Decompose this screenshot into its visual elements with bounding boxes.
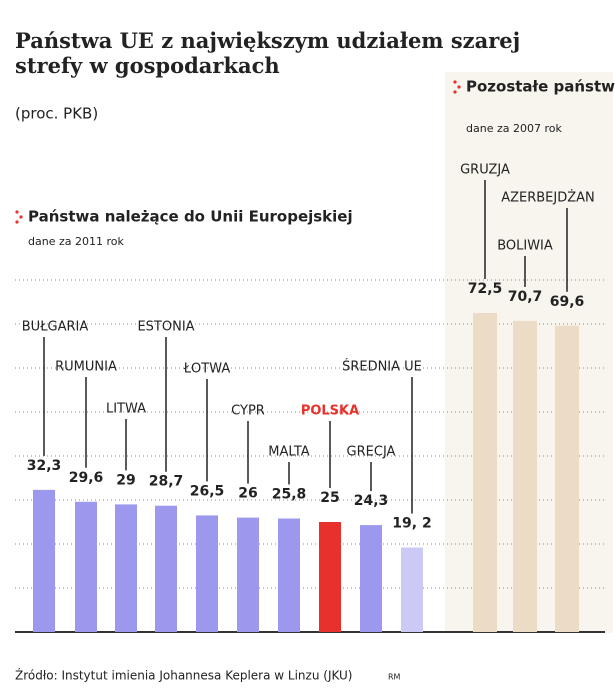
category-label: LITWA (106, 402, 146, 417)
bar (278, 518, 300, 632)
category-label: POLSKA (301, 404, 359, 419)
category-label: RUMUNIA (55, 360, 117, 375)
group-title: Państwa należące do Unii Europejskiej (28, 208, 353, 226)
value-label: 28,7 (149, 474, 184, 490)
category-label: GRUZJA (460, 163, 510, 178)
category-label: ESTONIA (137, 320, 194, 335)
source: Źródło: Instytut imienia Johannesa Keple… (15, 668, 353, 683)
value-label: 26 (238, 486, 257, 502)
value-label: 32,3 (27, 458, 62, 474)
value-label: 25,8 (272, 486, 307, 502)
bar (319, 522, 341, 632)
bar (555, 325, 579, 632)
value-label: 70,7 (508, 289, 543, 305)
bar (75, 501, 97, 632)
value-label: 29,6 (69, 470, 104, 486)
value-label: 29 (116, 472, 135, 488)
bar (155, 505, 177, 632)
subtitle: (proc. PKB) (15, 105, 98, 123)
value-label: 26,5 (190, 483, 225, 499)
value-label: 19, 2 (392, 516, 431, 532)
bar (196, 515, 218, 632)
category-label: BOLIWIA (497, 239, 553, 254)
group-note: dane za 2007 rok (466, 122, 562, 135)
bullet (453, 80, 461, 94)
category-label: CYPR (231, 404, 265, 419)
category-label: ŚREDNIA UE (342, 359, 422, 375)
category-label: MALTA (268, 445, 309, 460)
value-label: 24,3 (354, 493, 389, 509)
bullet (15, 210, 23, 224)
category-label: BUŁGARIA (22, 320, 89, 335)
bar (513, 320, 537, 632)
bar (237, 517, 259, 632)
group-title: Pozostałe państwa (466, 78, 615, 96)
category-label: GRECJA (347, 445, 396, 460)
category-label: AZERBEJDŻAN (501, 190, 595, 206)
bar (360, 525, 382, 632)
credit: RM (388, 673, 401, 682)
title-line: Państwa UE z największym udziałem szarej… (15, 28, 520, 78)
bar (473, 313, 497, 632)
value-label: 69,6 (550, 294, 585, 310)
bar (33, 489, 55, 632)
category-label: ŁOTWA (183, 362, 231, 377)
group-note: dane za 2011 rok (28, 235, 124, 248)
value-label: 25 (320, 490, 339, 506)
bar (115, 504, 137, 632)
bar (401, 547, 423, 632)
value-label: 72,5 (468, 281, 503, 297)
